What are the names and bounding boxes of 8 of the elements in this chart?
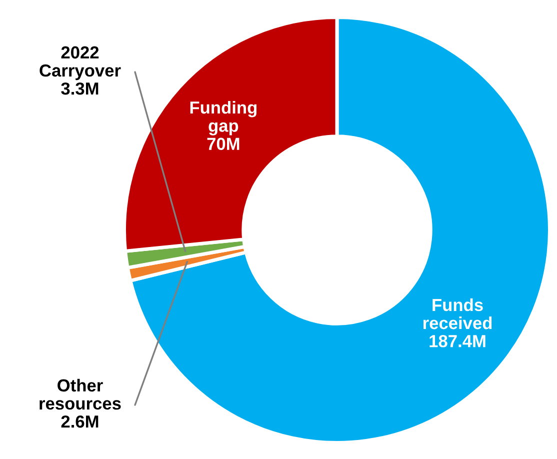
data-label: 187.4M — [430, 334, 486, 348]
slice-label: 2022 Carryover — [40, 46, 121, 80]
data-label: 3.3M — [61, 82, 98, 95]
slice-label: Funds received — [423, 298, 492, 330]
slice-label: Funding gap — [190, 100, 256, 136]
data-label: 70M — [207, 138, 240, 150]
slice-label: Other resources — [40, 378, 121, 410]
data-label: 2.6M — [61, 415, 98, 428]
